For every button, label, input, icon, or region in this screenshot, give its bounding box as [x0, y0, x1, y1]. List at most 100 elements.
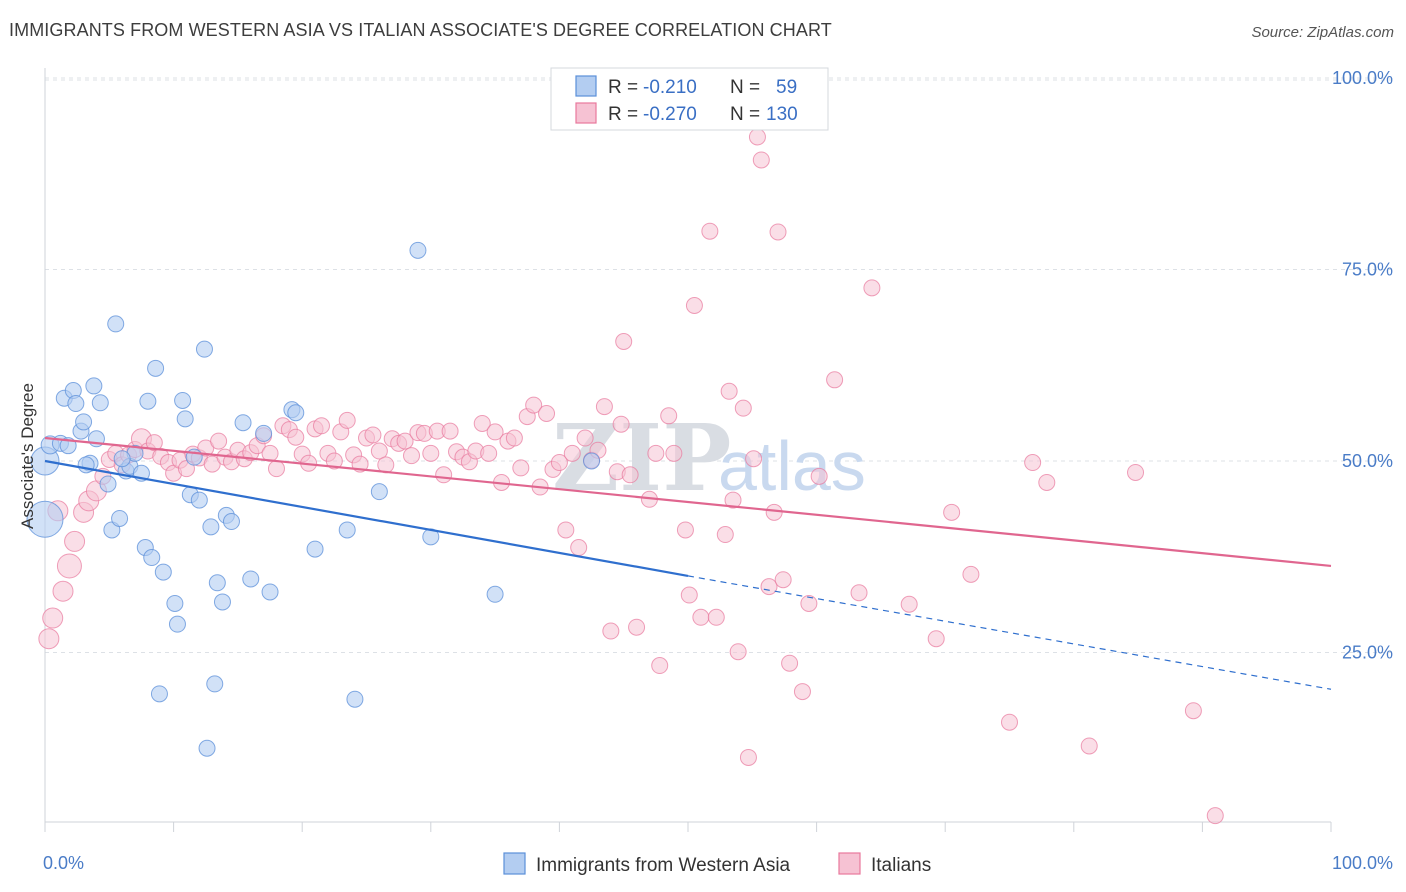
point-western-asia	[176, 410, 194, 428]
point-western-asia	[202, 518, 220, 536]
point-western-asia	[26, 500, 64, 538]
point-western-asia	[113, 450, 131, 468]
trend-line-western-asia	[44, 459, 689, 577]
bottom-legend-label-pink: Italians	[871, 855, 931, 876]
point-western-asia	[190, 491, 208, 509]
point-italians	[56, 553, 82, 579]
point-italians	[396, 432, 414, 450]
point-italians	[435, 466, 453, 484]
point-italians	[716, 526, 734, 544]
point-western-asia	[107, 315, 125, 333]
point-italians	[760, 578, 778, 596]
point-italians	[364, 426, 382, 444]
chart-title: IMMIGRANTS FROM WESTERN ASIA VS ITALIAN …	[9, 20, 832, 40]
point-italians	[863, 279, 881, 297]
point-western-asia	[154, 563, 172, 581]
point-italians	[1206, 807, 1224, 825]
point-italians	[724, 491, 742, 509]
point-italians	[52, 580, 74, 602]
point-italians	[752, 151, 770, 169]
point-western-asia	[583, 452, 601, 470]
trend-lines	[44, 436, 1332, 690]
legend-r-value-blue: -0.210	[643, 77, 697, 98]
y-tick-label: 25.0%	[1342, 643, 1393, 663]
point-italians	[64, 530, 86, 552]
point-italians	[38, 628, 60, 650]
point-italians	[570, 539, 588, 557]
point-italians	[563, 444, 581, 462]
point-italians	[473, 414, 491, 432]
series-legend: Immigrants from Western Asia Italians	[503, 852, 931, 876]
point-western-asia	[338, 521, 356, 539]
series-italians	[38, 128, 1224, 825]
series-western-asia	[26, 241, 601, 757]
point-italians	[422, 444, 440, 462]
point-italians	[651, 657, 669, 675]
legend-r-label-pink: R =	[608, 104, 638, 125]
point-western-asia	[174, 391, 192, 409]
legend-n-label-blue: N =	[730, 77, 760, 98]
point-italians	[1127, 463, 1145, 481]
point-italians	[1080, 737, 1098, 755]
legend-n-value-pink: 130	[766, 104, 798, 125]
point-italians	[900, 595, 918, 613]
legend-r-value-pink: -0.270	[643, 104, 697, 125]
point-italians	[707, 608, 725, 626]
point-italians	[720, 382, 738, 400]
point-western-asia	[147, 359, 165, 377]
x-tick-label-max: 100.0%	[1332, 853, 1393, 873]
legend-n-value-blue: 59	[776, 77, 797, 98]
grid	[45, 77, 1392, 653]
point-western-asia	[222, 513, 240, 531]
point-italians	[576, 429, 594, 447]
point-western-asia	[67, 395, 85, 413]
point-italians	[1184, 702, 1202, 720]
point-italians	[602, 622, 620, 640]
point-western-asia	[346, 690, 364, 708]
point-italians	[486, 423, 504, 441]
chart-source: Source: ZipAtlas.com	[1251, 24, 1394, 41]
point-italians	[210, 432, 228, 450]
bottom-legend-label-blue: Immigrants from Western Asia	[536, 855, 791, 876]
point-italians	[680, 586, 698, 604]
point-italians	[927, 630, 945, 648]
point-italians	[538, 405, 556, 423]
trend-line-western-asia-dashed	[687, 575, 1332, 690]
point-italians	[665, 444, 683, 462]
bottom-legend-swatch-pink	[838, 852, 861, 875]
point-italians	[615, 333, 633, 351]
point-italians	[480, 444, 498, 462]
point-italians	[781, 654, 799, 672]
watermark: ZIP atlas	[552, 404, 866, 512]
point-italians	[338, 411, 356, 429]
point-italians	[557, 521, 575, 539]
point-western-asia	[150, 685, 168, 703]
point-italians	[505, 429, 523, 447]
point-western-asia	[143, 549, 161, 567]
point-western-asia	[85, 377, 103, 395]
point-western-asia	[287, 404, 305, 422]
point-italians	[765, 503, 783, 521]
point-italians	[701, 222, 719, 240]
point-western-asia	[208, 574, 226, 592]
point-italians	[267, 460, 285, 478]
point-italians	[800, 594, 818, 612]
point-italians	[312, 417, 330, 435]
point-italians	[810, 467, 828, 485]
x-tick-label-min: 0.0%	[43, 853, 84, 873]
point-western-asia	[99, 475, 117, 493]
legend-swatch-blue	[575, 75, 597, 97]
y-tick-label: 50.0%	[1342, 451, 1393, 471]
point-italians	[676, 521, 694, 539]
legend-r-label-blue: R =	[608, 77, 638, 98]
y-tick-labels: 25.0% 50.0% 75.0% 100.0%	[1332, 68, 1393, 663]
point-italians	[748, 128, 766, 146]
point-italians	[729, 643, 747, 661]
point-western-asia	[111, 509, 129, 527]
legend-n-label-pink: N =	[730, 104, 760, 125]
point-italians	[512, 459, 530, 477]
point-italians	[287, 428, 305, 446]
point-western-asia	[91, 394, 109, 412]
point-italians	[628, 618, 646, 636]
